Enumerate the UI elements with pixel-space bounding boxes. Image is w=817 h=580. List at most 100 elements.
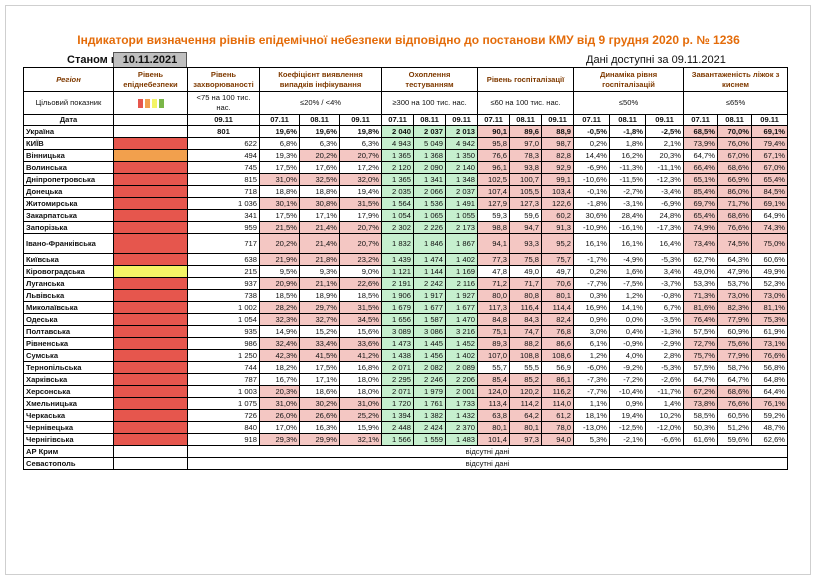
dynamics-value: -9,2% <box>609 361 647 374</box>
incidence-value: 801 <box>187 125 260 138</box>
dynamics-value: 6,7% <box>645 301 685 314</box>
date-col: 08.11 <box>609 114 647 126</box>
oxygen-value: 82,3% <box>717 301 753 314</box>
testing-value: 1 566 <box>381 433 415 446</box>
hospital-value: 70,6 <box>541 277 575 290</box>
oxygen-value: 64,7% <box>683 373 719 386</box>
testing-value: 1 452 <box>445 337 479 350</box>
hospital-value: 98,7 <box>541 137 575 150</box>
testing-value: 1 564 <box>381 197 415 210</box>
dynamics-value: 1,4% <box>645 397 685 410</box>
oxygen-value: 57,5% <box>683 361 719 374</box>
dynamics-value: 19,4% <box>609 409 647 422</box>
hospital-value: 77,3 <box>477 253 511 266</box>
dynamics-value: 16,1% <box>573 233 611 254</box>
hospital-value: 82,4 <box>541 313 575 326</box>
table-row: Сумська 1 250 42,3% 41,5% 41,2% 1 438 1 456 1 4… <box>23 349 789 362</box>
danger-level-cell <box>113 149 188 162</box>
oxygen-value: 68,6% <box>717 161 753 174</box>
hospital-value: 91,3 <box>541 221 575 234</box>
table-row: Дніпропетровська 815 31,0% 32,5% 32,0% 1 365 1… <box>23 173 789 186</box>
date-col: 09.11 <box>645 114 685 126</box>
incidence-value: 726 <box>187 409 260 422</box>
oxygen-value: 76,6% <box>751 349 789 362</box>
region-name: Житомирська <box>23 197 114 210</box>
dynamics-value: -0,8% <box>645 289 685 302</box>
testing-value: 2 370 <box>445 421 479 434</box>
region-name: Івано-Франківська <box>23 233 114 254</box>
table-row: Одеська 1 054 32,3% 32,7% 34,5% 1 656 1 587 1 4… <box>23 313 789 326</box>
header-hospital: Рівень госпіталізації <box>477 67 575 92</box>
table-row: Україна 801 19,6% 19,6% 19,8% 2 040 2 037 2 013… <box>23 125 789 138</box>
detection-value: 23,2% <box>338 253 383 266</box>
dynamics-value: 5,3% <box>573 433 611 446</box>
detection-value: 18,9% <box>299 289 340 302</box>
testing-value: 1 867 <box>445 233 479 254</box>
oxygen-value: 61,9% <box>751 325 789 338</box>
dynamics-value: 16,9% <box>573 301 611 314</box>
oxygen-value: 52,3% <box>751 277 789 290</box>
dynamics-value: -7,5% <box>609 277 647 290</box>
oxygen-value: 71,3% <box>683 289 719 302</box>
oxygen-value: 71,7% <box>717 197 753 210</box>
detection-value: 17,5% <box>259 161 300 174</box>
dynamics-value: -7,7% <box>573 277 611 290</box>
danger-level-cell <box>113 233 188 254</box>
testing-value: 1 382 <box>413 409 447 422</box>
detection-value: 21,5% <box>259 221 300 234</box>
date-col: 07.11 <box>573 114 611 126</box>
detection-value: 26,0% <box>259 409 300 422</box>
header-incidence: Рівень захворюваності <box>187 67 260 92</box>
hospital-value: 94,1 <box>477 233 511 254</box>
dynamics-value: -11,1% <box>645 161 685 174</box>
hospital-value: 114,0 <box>541 397 575 410</box>
oxygen-value: 48,7% <box>751 421 789 434</box>
oxygen-value: 68,5% <box>683 125 719 138</box>
detection-value: 21,8% <box>299 253 340 266</box>
testing-value: 2 040 <box>381 125 415 138</box>
date-incidence: 09.11 <box>187 114 260 126</box>
detection-value: 18,8% <box>259 185 300 198</box>
oxygen-value: 64,9% <box>751 209 789 222</box>
detection-value: 31,0% <box>259 173 300 186</box>
detection-value: 20,2% <box>299 149 340 162</box>
dynamics-value: -2,1% <box>609 433 647 446</box>
dynamics-value: -12,0% <box>645 421 685 434</box>
incidence-value: 959 <box>187 221 260 234</box>
region-name: Миколаївська <box>23 301 114 314</box>
date-col: 09.11 <box>541 114 575 126</box>
target-incidence: <75 на 100 тис. нас. <box>187 91 260 115</box>
detection-value: 6,8% <box>259 137 300 150</box>
detection-value: 19,6% <box>299 125 340 138</box>
oxygen-value: 61,6% <box>683 433 719 446</box>
dynamics-value: -7,3% <box>573 373 611 386</box>
dynamics-value: -12,5% <box>609 421 647 434</box>
table-row: Хмельницька 1 075 31,0% 30,2% 31,0% 1 720 1 76… <box>23 397 789 410</box>
page-frame <box>5 5 811 575</box>
detection-value: 20,7% <box>338 233 383 254</box>
table-body: Україна 801 19,6% 19,6% 19,8% 2 040 2 037 2 013… <box>23 125 789 470</box>
header-region: Регіон <box>23 67 114 92</box>
testing-value: 1 474 <box>413 253 447 266</box>
testing-value: 1 587 <box>413 313 447 326</box>
detection-value: 9,3% <box>299 265 340 278</box>
region-name: Кіровоградська <box>23 265 114 278</box>
status-label: Станом на <box>67 54 124 66</box>
oxygen-value: 73,0% <box>717 289 753 302</box>
dynamics-value: -3,7% <box>645 277 685 290</box>
hospital-value: 80,8 <box>509 289 543 302</box>
hospital-value: 74,7 <box>509 325 543 338</box>
testing-value: 1 733 <box>445 397 479 410</box>
dynamics-value: -16,1% <box>609 221 647 234</box>
region-name: Херсонська <box>23 385 114 398</box>
testing-value: 2 037 <box>445 185 479 198</box>
header-testing: Охоплення тестуванням <box>381 67 479 92</box>
dynamics-value: 16,1% <box>609 233 647 254</box>
testing-value: 1 348 <box>445 173 479 186</box>
oxygen-value: 73,9% <box>683 137 719 150</box>
detection-value: 18,0% <box>338 385 383 398</box>
hospital-value: 80,1 <box>541 289 575 302</box>
region-name: Волинська <box>23 161 114 174</box>
hospital-value: 76,8 <box>541 325 575 338</box>
dynamics-value: 1,2% <box>609 289 647 302</box>
